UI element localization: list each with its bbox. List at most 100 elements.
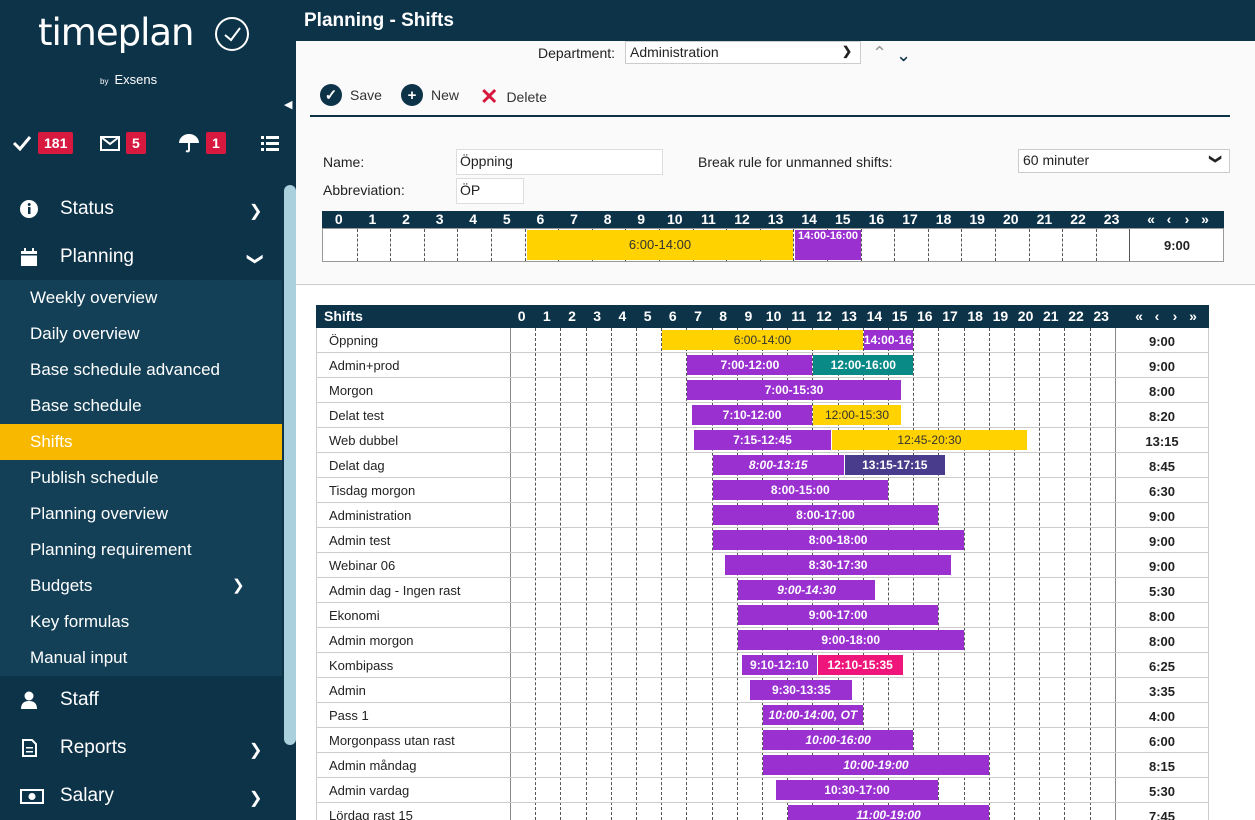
shift-row[interactable]: Admin måndag 10:00-19:00 8:15 (317, 753, 1209, 778)
shift-segment[interactable]: 9:10-12:10 (742, 655, 817, 675)
shift-row[interactable]: Lördag rast 15 11:00-19:00 7:45 (317, 803, 1209, 820)
shift-segment[interactable]: 9:30-13:35 (750, 680, 853, 700)
tasks-badge: 181 (38, 132, 74, 154)
delete-button[interactable]: ✕ Delete (480, 84, 547, 110)
sidebar-scrollbar[interactable] (284, 185, 296, 745)
shift-segment[interactable]: 8:00-15:00 (712, 480, 888, 500)
shift-row[interactable]: Administration 8:00-17:00 9:00 (317, 503, 1209, 528)
shift-segment[interactable]: 14:00-16:00 (863, 330, 914, 350)
shift-segment[interactable]: 7:10-12:00 (691, 405, 813, 425)
sidebar-item-key-formulas[interactable]: Key formulas (0, 604, 282, 640)
shift-segment[interactable]: 9:00-14:30 (737, 580, 876, 600)
sidebar-item-publish-schedule[interactable]: Publish schedule (0, 460, 282, 496)
timeline-nav-next-icon[interactable]: › (1184, 211, 1190, 227)
shift-segment[interactable]: 10:00-19:00 (763, 755, 989, 775)
shift-segment[interactable]: 10:00-16:00 (763, 730, 914, 750)
timeline-nav-prev-icon[interactable]: ‹ (1154, 308, 1160, 324)
shift-segment[interactable]: 6:00-14:00 (662, 330, 863, 350)
abbreviation-input[interactable]: ÖP (456, 178, 524, 204)
sidebar-item-planning-requirement[interactable]: Planning requirement (0, 532, 282, 568)
nav-planning[interactable]: Planning ❯ (0, 233, 282, 281)
shift-segment[interactable]: 7:00-15:30 (687, 380, 901, 400)
sidebar-item-budgets[interactable]: Budgets ❯ (0, 568, 282, 604)
hour-label: 13 (767, 211, 784, 227)
sidebar-item-planning-overview[interactable]: Planning overview (0, 496, 282, 532)
shift-row[interactable]: Morgon 7:00-15:30 8:00 (317, 378, 1209, 403)
shift-segment[interactable]: 12:10-15:35 (817, 655, 903, 675)
timeline-nav-first-icon[interactable]: « (1147, 211, 1155, 227)
shift-segment[interactable]: 9:00-18:00 (737, 630, 964, 650)
logo-text: timeplan (38, 11, 194, 54)
shift-row[interactable]: Admin morgon 9:00-18:00 8:00 (317, 628, 1209, 653)
break-rule-select[interactable]: 60 minuter ❯ (1018, 149, 1230, 173)
timeline-nav-prev-icon[interactable]: ‹ (1166, 211, 1172, 227)
timeline-nav-last-icon[interactable]: » (1201, 211, 1209, 227)
shift-row[interactable]: Pass 1 10:00-14:00, OT 4:00 (317, 703, 1209, 728)
shift-row[interactable]: Admin vardag 10:30-17:00 5:30 (317, 778, 1209, 803)
shift-segment[interactable]: 8:00-17:00 (712, 505, 939, 525)
tasks-counter[interactable]: 181 (12, 130, 74, 156)
shift-total: 3:35 (1148, 684, 1176, 699)
shift-row[interactable]: Web dubbel 7:15-12:45 12:45-20:30 13:15 (317, 428, 1209, 453)
shift-rows: Öppning6:00-14:0014:00-16:009:00Admin+pr… (316, 328, 1209, 820)
sidebar-item-weekly-overview[interactable]: Weekly overview (0, 280, 282, 316)
shift-segment[interactable]: 10:00-14:00, OT (763, 705, 863, 725)
shift-row[interactable]: Admin dag - Ingen rast 9:00-14:30 5:30 (317, 578, 1209, 603)
shift-row[interactable]: Admin+prod 7:00-12:00 12:00-16:00 9:00 (317, 353, 1209, 378)
shift-row[interactable]: Admin test 8:00-18:00 9:00 (317, 528, 1209, 553)
shift-segment[interactable]: 12:00-16:00 (813, 355, 914, 375)
sidebar-item-base-schedule[interactable]: Base schedule (0, 388, 282, 424)
collapse-sidebar-icon[interactable]: ◀ (284, 99, 293, 111)
shift-row[interactable]: Ekonomi 9:00-17:00 8:00 (317, 603, 1209, 628)
timeline-nav-last-icon[interactable]: » (1189, 308, 1197, 324)
shift-row[interactable]: Morgonpass utan rast 10:00-16:00 6:00 (317, 728, 1209, 753)
absence-counter[interactable]: 1 (178, 130, 226, 156)
shift-segment[interactable]: 13:15-17:15 (844, 455, 945, 475)
shift-row[interactable]: Webinar 06 8:30-17:30 9:00 (317, 553, 1209, 578)
name-input[interactable]: Öppning (456, 149, 663, 175)
nav-reports[interactable]: Reports ❯ (0, 724, 282, 772)
new-button[interactable]: + New (401, 84, 459, 106)
shift-segment[interactable]: 12:45-20:30 (832, 430, 1027, 450)
department-select[interactable]: Administration ❯ (625, 41, 861, 64)
shift-segment[interactable]: 14:00-16:00 (795, 230, 861, 260)
shift-segment[interactable]: 6:00-14:00 (526, 230, 794, 260)
shift-segment[interactable]: 8:00-13:15 (712, 455, 844, 475)
shift-segment[interactable]: 12:00-15:30 (813, 405, 901, 425)
logo-sub: by Exsens (100, 72, 158, 87)
sidebar-item-base-schedule-advanced[interactable]: Base schedule advanced (0, 352, 282, 388)
hour-label: 17 (902, 211, 918, 227)
shift-segment[interactable]: 10:30-17:00 (775, 780, 939, 800)
shift-row[interactable]: Delat test 7:10-12:00 12:00-15:30 8:20 (317, 403, 1209, 428)
hour-label: 7 (694, 308, 702, 324)
shift-segment[interactable]: 7:00-12:00 (687, 355, 813, 375)
shift-row[interactable]: Admin 9:30-13:35 3:35 (317, 678, 1209, 703)
sidebar-item-shifts[interactable]: Shifts (0, 424, 282, 460)
sidebar-item-manual-input[interactable]: Manual input (0, 640, 282, 676)
shift-segment[interactable]: 8:00-18:00 (712, 530, 964, 550)
nav-salary[interactable]: Salary ❯ (0, 772, 282, 820)
shift-segment[interactable]: 9:00-17:00 (737, 605, 939, 625)
shift-row[interactable]: Kombipass 9:10-12:10 12:10-15:35 6:25 (317, 653, 1209, 678)
hour-label: 19 (969, 211, 985, 227)
sidebar-item-daily-overview[interactable]: Daily overview (0, 316, 282, 352)
timeline-header: Shifts 0 1 2 3 4 5 6 7 8 9 10 11 12 13 14 15 16 17 18 19 20 21… (316, 305, 1209, 328)
nav-staff[interactable]: Staff (0, 676, 282, 724)
previous-department-icon[interactable]: ⌃ (872, 43, 888, 63)
shift-row[interactable]: Tisdag morgon 8:00-15:00 6:30 (317, 478, 1209, 503)
shift-segment[interactable]: 11:00-19:00 (788, 805, 989, 820)
timeline-nav-first-icon[interactable]: « (1135, 308, 1143, 324)
save-button[interactable]: ✓ Save (320, 84, 382, 106)
sidebar-item-label: Daily overview (30, 324, 140, 343)
list-view-button[interactable] (260, 130, 280, 156)
hour-gridline (661, 328, 663, 820)
timeplan-logo[interactable]: timeplan by Exsens (38, 11, 194, 87)
shift-segment[interactable]: 8:30-17:30 (725, 555, 951, 575)
shift-row[interactable]: Delat dag 8:00-13:15 13:15-17:15 8:45 (317, 453, 1209, 478)
timeline-nav-next-icon[interactable]: › (1172, 308, 1178, 324)
next-department-icon[interactable]: ⌃ (896, 44, 912, 64)
nav-status[interactable]: Status ❯ (0, 185, 282, 233)
shift-segment[interactable]: 7:15-12:45 (693, 430, 832, 450)
messages-counter[interactable]: 5 (100, 130, 146, 156)
